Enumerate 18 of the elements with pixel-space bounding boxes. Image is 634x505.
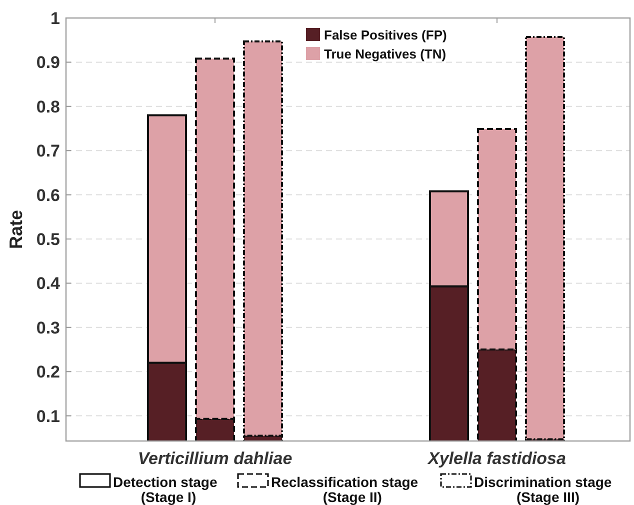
- text: Reclassification stage (Stage II): [271, 474, 418, 505]
- y-tick-label: 0.7: [36, 142, 60, 161]
- y-tick-label: 0.3: [36, 318, 60, 338]
- y-tick-label: 0.8: [36, 97, 60, 116]
- text: Detection stage (Stage I): [113, 474, 218, 505]
- y-tick-label: 0.9: [36, 53, 60, 72]
- x-tick-label: Xylella fastidiosa: [427, 449, 566, 468]
- text: Discrimination stage (Stage III): [474, 474, 612, 505]
- legend-label: True Negatives (TN): [324, 46, 446, 62]
- y-tick-label: 0.2: [36, 362, 60, 382]
- legend-label: False Positives (FP): [324, 28, 447, 43]
- y-tick-label: 0.5: [36, 230, 60, 249]
- x-tick-label: Verticillium dahliae: [138, 449, 292, 468]
- y-tick-label: 1: [50, 8, 60, 28]
- y-axis-title: Rate: [6, 210, 26, 250]
- y-tick-label: 0.6: [36, 186, 60, 205]
- y-tick-label: 0.1: [36, 406, 60, 426]
- y-tick-label: 0.4: [36, 274, 61, 294]
